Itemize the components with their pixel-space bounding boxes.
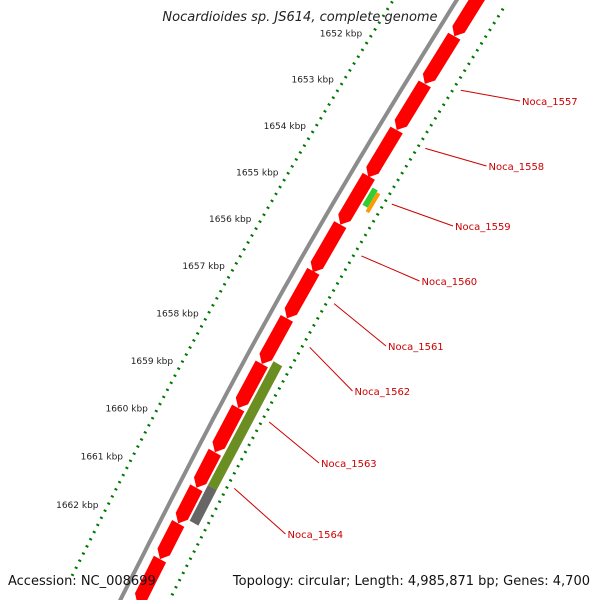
gene-arrow xyxy=(259,315,293,364)
gene-label: Noca_1557 xyxy=(522,97,578,108)
gene-arrow xyxy=(135,555,167,604)
gene-green xyxy=(362,187,378,208)
scale-tick-label: 1657 kbp xyxy=(182,262,225,272)
gene-arrow xyxy=(157,520,185,560)
gene-arrow xyxy=(338,172,375,225)
scale-tick-label: 1658 kbp xyxy=(156,309,199,319)
gene-label: Noca_1559 xyxy=(455,222,511,233)
genome-summary-text: Topology: circular; Length: 4,985,871 bp… xyxy=(232,574,590,589)
gene-label: Noca_1558 xyxy=(489,162,545,173)
scale-tick-label: 1654 kbp xyxy=(264,122,307,132)
gene-label: Noca_1561 xyxy=(388,342,444,353)
gene-olive xyxy=(207,361,283,490)
gene-label: Noca_1562 xyxy=(355,387,411,398)
gene-arrow xyxy=(366,126,403,178)
gene-leader-line xyxy=(391,203,454,227)
gene-arrow xyxy=(422,32,461,84)
backbone-line xyxy=(116,0,460,604)
scale-tick-label: 1653 kbp xyxy=(291,76,334,86)
scale-tick-label: 1655 kbp xyxy=(236,168,279,178)
scale-tick-label: 1659 kbp xyxy=(131,357,174,367)
accession-text: Accession: NC_008699 xyxy=(8,574,156,589)
map-title: Nocardioides sp. JS614, complete genome xyxy=(162,10,438,25)
gene-gray xyxy=(189,485,217,526)
gene-arrow xyxy=(284,267,320,319)
gene-label: Noca_1564 xyxy=(288,530,344,541)
scale-track-inner xyxy=(165,7,505,604)
gene-orange xyxy=(365,192,381,214)
gene-arrow xyxy=(235,360,268,408)
scale-tick-label: 1656 kbp xyxy=(209,215,252,225)
scale-tick-label: 1660 kbp xyxy=(105,405,148,415)
gene-arrow xyxy=(212,404,245,453)
gene-arrow xyxy=(175,484,203,524)
scale-tick-label: 1661 kbp xyxy=(81,453,124,463)
gene-label: Noca_1560 xyxy=(422,277,478,288)
gene-arrow xyxy=(394,80,431,130)
gene-leader-line xyxy=(268,421,320,464)
scale-tick-label: 1652 kbp xyxy=(320,30,363,40)
gene-arrow xyxy=(194,448,221,488)
gene-leader-line xyxy=(309,346,353,392)
scale-tick-label: 1662 kbp xyxy=(56,501,99,511)
gene-leader-line xyxy=(233,488,286,535)
gene-arrow xyxy=(452,0,485,37)
gene-label: Noca_1563 xyxy=(321,459,377,470)
gene-leader-line xyxy=(425,147,487,167)
gene-arrow xyxy=(310,221,347,273)
gene-leader-line xyxy=(361,255,420,282)
gene-leader-line xyxy=(333,303,387,347)
gene-leader-line xyxy=(460,89,521,102)
scale-track-outer xyxy=(68,0,396,581)
